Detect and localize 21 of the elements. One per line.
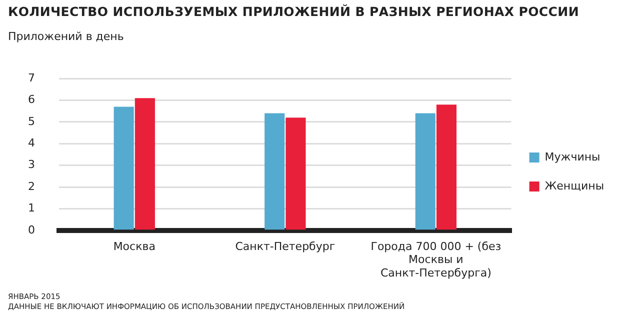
y-tick-label: 3 (28, 158, 35, 172)
y-tick-label: 6 (28, 93, 35, 106)
y-axis-title: Приложений в день (8, 30, 124, 43)
bar (286, 118, 306, 230)
y-tick-label: 4 (28, 136, 35, 150)
legend-label: Женщины (544, 179, 604, 192)
bar (436, 104, 456, 230)
y-tick-label: 1 (28, 202, 35, 215)
legend-label: Мужчины (544, 150, 600, 164)
y-tick-label: 0 (28, 223, 35, 236)
chart-title: КОЛИЧЕСТВО ИСПОЛЬЗУЕМЫХ ПРИЛОЖЕНИЙ В РАЗНЫХ РЕГИОНАХ РОССИИ (8, 4, 580, 19)
y-tick-label: 5 (28, 114, 35, 128)
x-tick-label: Города 700 000 + (без Москвы и Санкт-Петербурга) (370, 240, 502, 280)
y-tick-label: 2 (28, 180, 35, 193)
bar (264, 113, 285, 230)
x-tick-label: Санкт-Петербург (235, 240, 336, 253)
y-tick-label: 7 (28, 71, 35, 84)
bar (415, 113, 436, 230)
bar (114, 106, 134, 230)
x-tick-label: Москва (113, 240, 156, 253)
bar (134, 98, 155, 230)
